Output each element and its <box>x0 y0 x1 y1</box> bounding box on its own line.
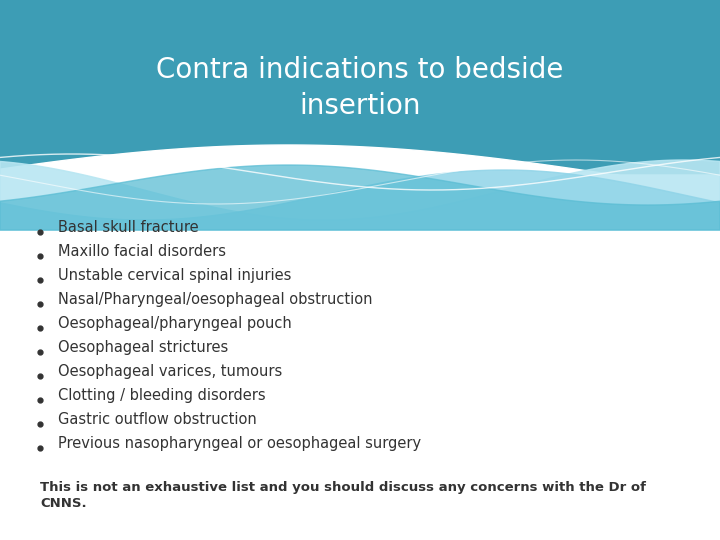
Text: Oesophageal varices, tumours: Oesophageal varices, tumours <box>58 364 282 379</box>
Text: Oesophageal strictures: Oesophageal strictures <box>58 340 228 355</box>
Polygon shape <box>0 160 720 230</box>
Text: Maxillo facial disorders: Maxillo facial disorders <box>58 244 226 259</box>
Text: insertion: insertion <box>300 91 420 119</box>
Text: Contra indications to bedside: Contra indications to bedside <box>156 56 564 84</box>
Polygon shape <box>0 165 720 230</box>
Text: Clotting / bleeding disorders: Clotting / bleeding disorders <box>58 388 266 403</box>
Polygon shape <box>0 170 720 230</box>
Text: This is not an exhaustive list and you should discuss any concerns with the Dr o: This is not an exhaustive list and you s… <box>40 481 646 494</box>
Text: Gastric outflow obstruction: Gastric outflow obstruction <box>58 412 257 427</box>
Text: Basal skull fracture: Basal skull fracture <box>58 220 199 235</box>
Polygon shape <box>0 145 720 191</box>
Bar <box>0 0 720 175</box>
Text: Previous nasopharyngeal or oesophageal surgery: Previous nasopharyngeal or oesophageal s… <box>58 436 421 451</box>
Text: Unstable cervical spinal injuries: Unstable cervical spinal injuries <box>58 268 292 283</box>
Text: Nasal/Pharyngeal/oesophageal obstruction: Nasal/Pharyngeal/oesophageal obstruction <box>58 292 372 307</box>
Text: CNNS.: CNNS. <box>40 497 86 510</box>
Text: Oesophageal/pharyngeal pouch: Oesophageal/pharyngeal pouch <box>58 316 292 331</box>
